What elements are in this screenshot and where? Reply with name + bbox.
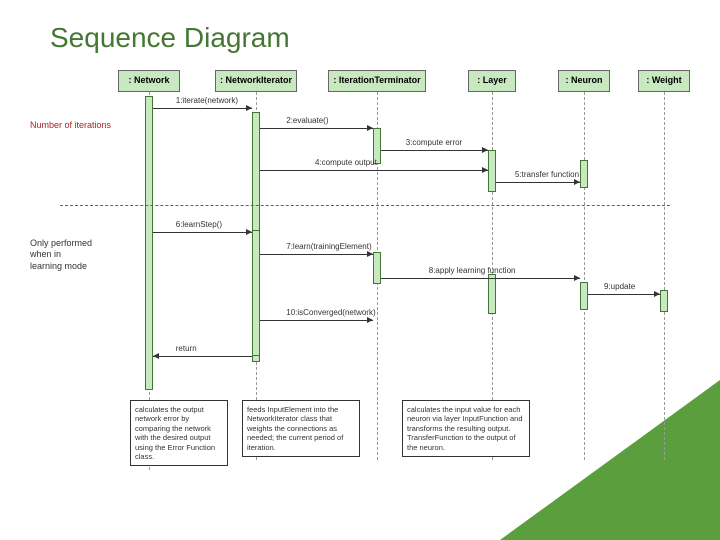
message-label: return bbox=[176, 344, 197, 353]
arrow-head-icon bbox=[246, 229, 252, 235]
activation-bar bbox=[488, 274, 496, 314]
message-arrow bbox=[153, 356, 252, 357]
message-arrow bbox=[153, 232, 252, 233]
message-arrow bbox=[381, 278, 580, 279]
side-note: Only performed when in learning mode bbox=[30, 238, 92, 272]
message-arrow bbox=[381, 150, 488, 151]
lifeline-header: : Weight bbox=[638, 70, 690, 92]
message-label: 2:evaluate() bbox=[286, 116, 328, 125]
page-title: Sequence Diagram bbox=[50, 22, 290, 54]
message-arrow bbox=[260, 170, 488, 171]
lifeline-line bbox=[664, 92, 665, 460]
corner-accent bbox=[500, 380, 720, 540]
lifeline-header: : Network bbox=[118, 70, 180, 92]
arrow-head-icon bbox=[654, 291, 660, 297]
arrow-head-icon bbox=[574, 179, 580, 185]
message-label: 7:learn(trainingElement) bbox=[286, 242, 371, 251]
message-arrow bbox=[588, 294, 660, 295]
message-arrow bbox=[260, 320, 373, 321]
message-label: 6:learnStep() bbox=[176, 220, 222, 229]
arrow-head-icon bbox=[153, 353, 159, 359]
message-label: 9:update bbox=[604, 282, 635, 291]
message-label: 4:compute output bbox=[315, 158, 377, 167]
arrow-head-icon bbox=[482, 167, 488, 173]
message-arrow bbox=[260, 254, 373, 255]
lifeline-header: : Layer bbox=[468, 70, 516, 92]
arrow-head-icon bbox=[367, 317, 373, 323]
arrow-head-icon bbox=[367, 125, 373, 131]
lifeline-header: : NetworkIterator bbox=[215, 70, 297, 92]
lifeline-header: : Neuron bbox=[558, 70, 610, 92]
message-label: 5:transfer function bbox=[515, 170, 579, 179]
activation-bar bbox=[580, 282, 588, 310]
note-box: calculates the output network error by c… bbox=[130, 400, 228, 466]
note-box: feeds InputElement into the NetworkItera… bbox=[242, 400, 360, 457]
activation-bar bbox=[145, 96, 153, 390]
arrow-head-icon bbox=[246, 105, 252, 111]
lifeline-header: : IterationTerminator bbox=[328, 70, 426, 92]
arrow-head-icon bbox=[367, 251, 373, 257]
activation-bar bbox=[580, 160, 588, 188]
arrow-head-icon bbox=[574, 275, 580, 281]
message-label: 10:isConverged(network) bbox=[286, 308, 375, 317]
return-line bbox=[60, 205, 670, 206]
activation-bar bbox=[660, 290, 668, 312]
message-arrow bbox=[260, 128, 373, 129]
note-box: calculates the input value for each neur… bbox=[402, 400, 530, 457]
message-label: 8:apply learning function bbox=[429, 266, 516, 275]
message-label: 3:compute error bbox=[406, 138, 462, 147]
side-note: Number of iterations bbox=[30, 120, 111, 131]
activation-bar bbox=[252, 230, 260, 356]
message-arrow bbox=[153, 108, 252, 109]
lifeline-line bbox=[584, 92, 585, 460]
arrow-head-icon bbox=[482, 147, 488, 153]
activation-bar bbox=[488, 150, 496, 192]
activation-bar bbox=[373, 252, 381, 284]
message-label: 1:iterate(network) bbox=[176, 96, 238, 105]
message-arrow bbox=[496, 182, 580, 183]
